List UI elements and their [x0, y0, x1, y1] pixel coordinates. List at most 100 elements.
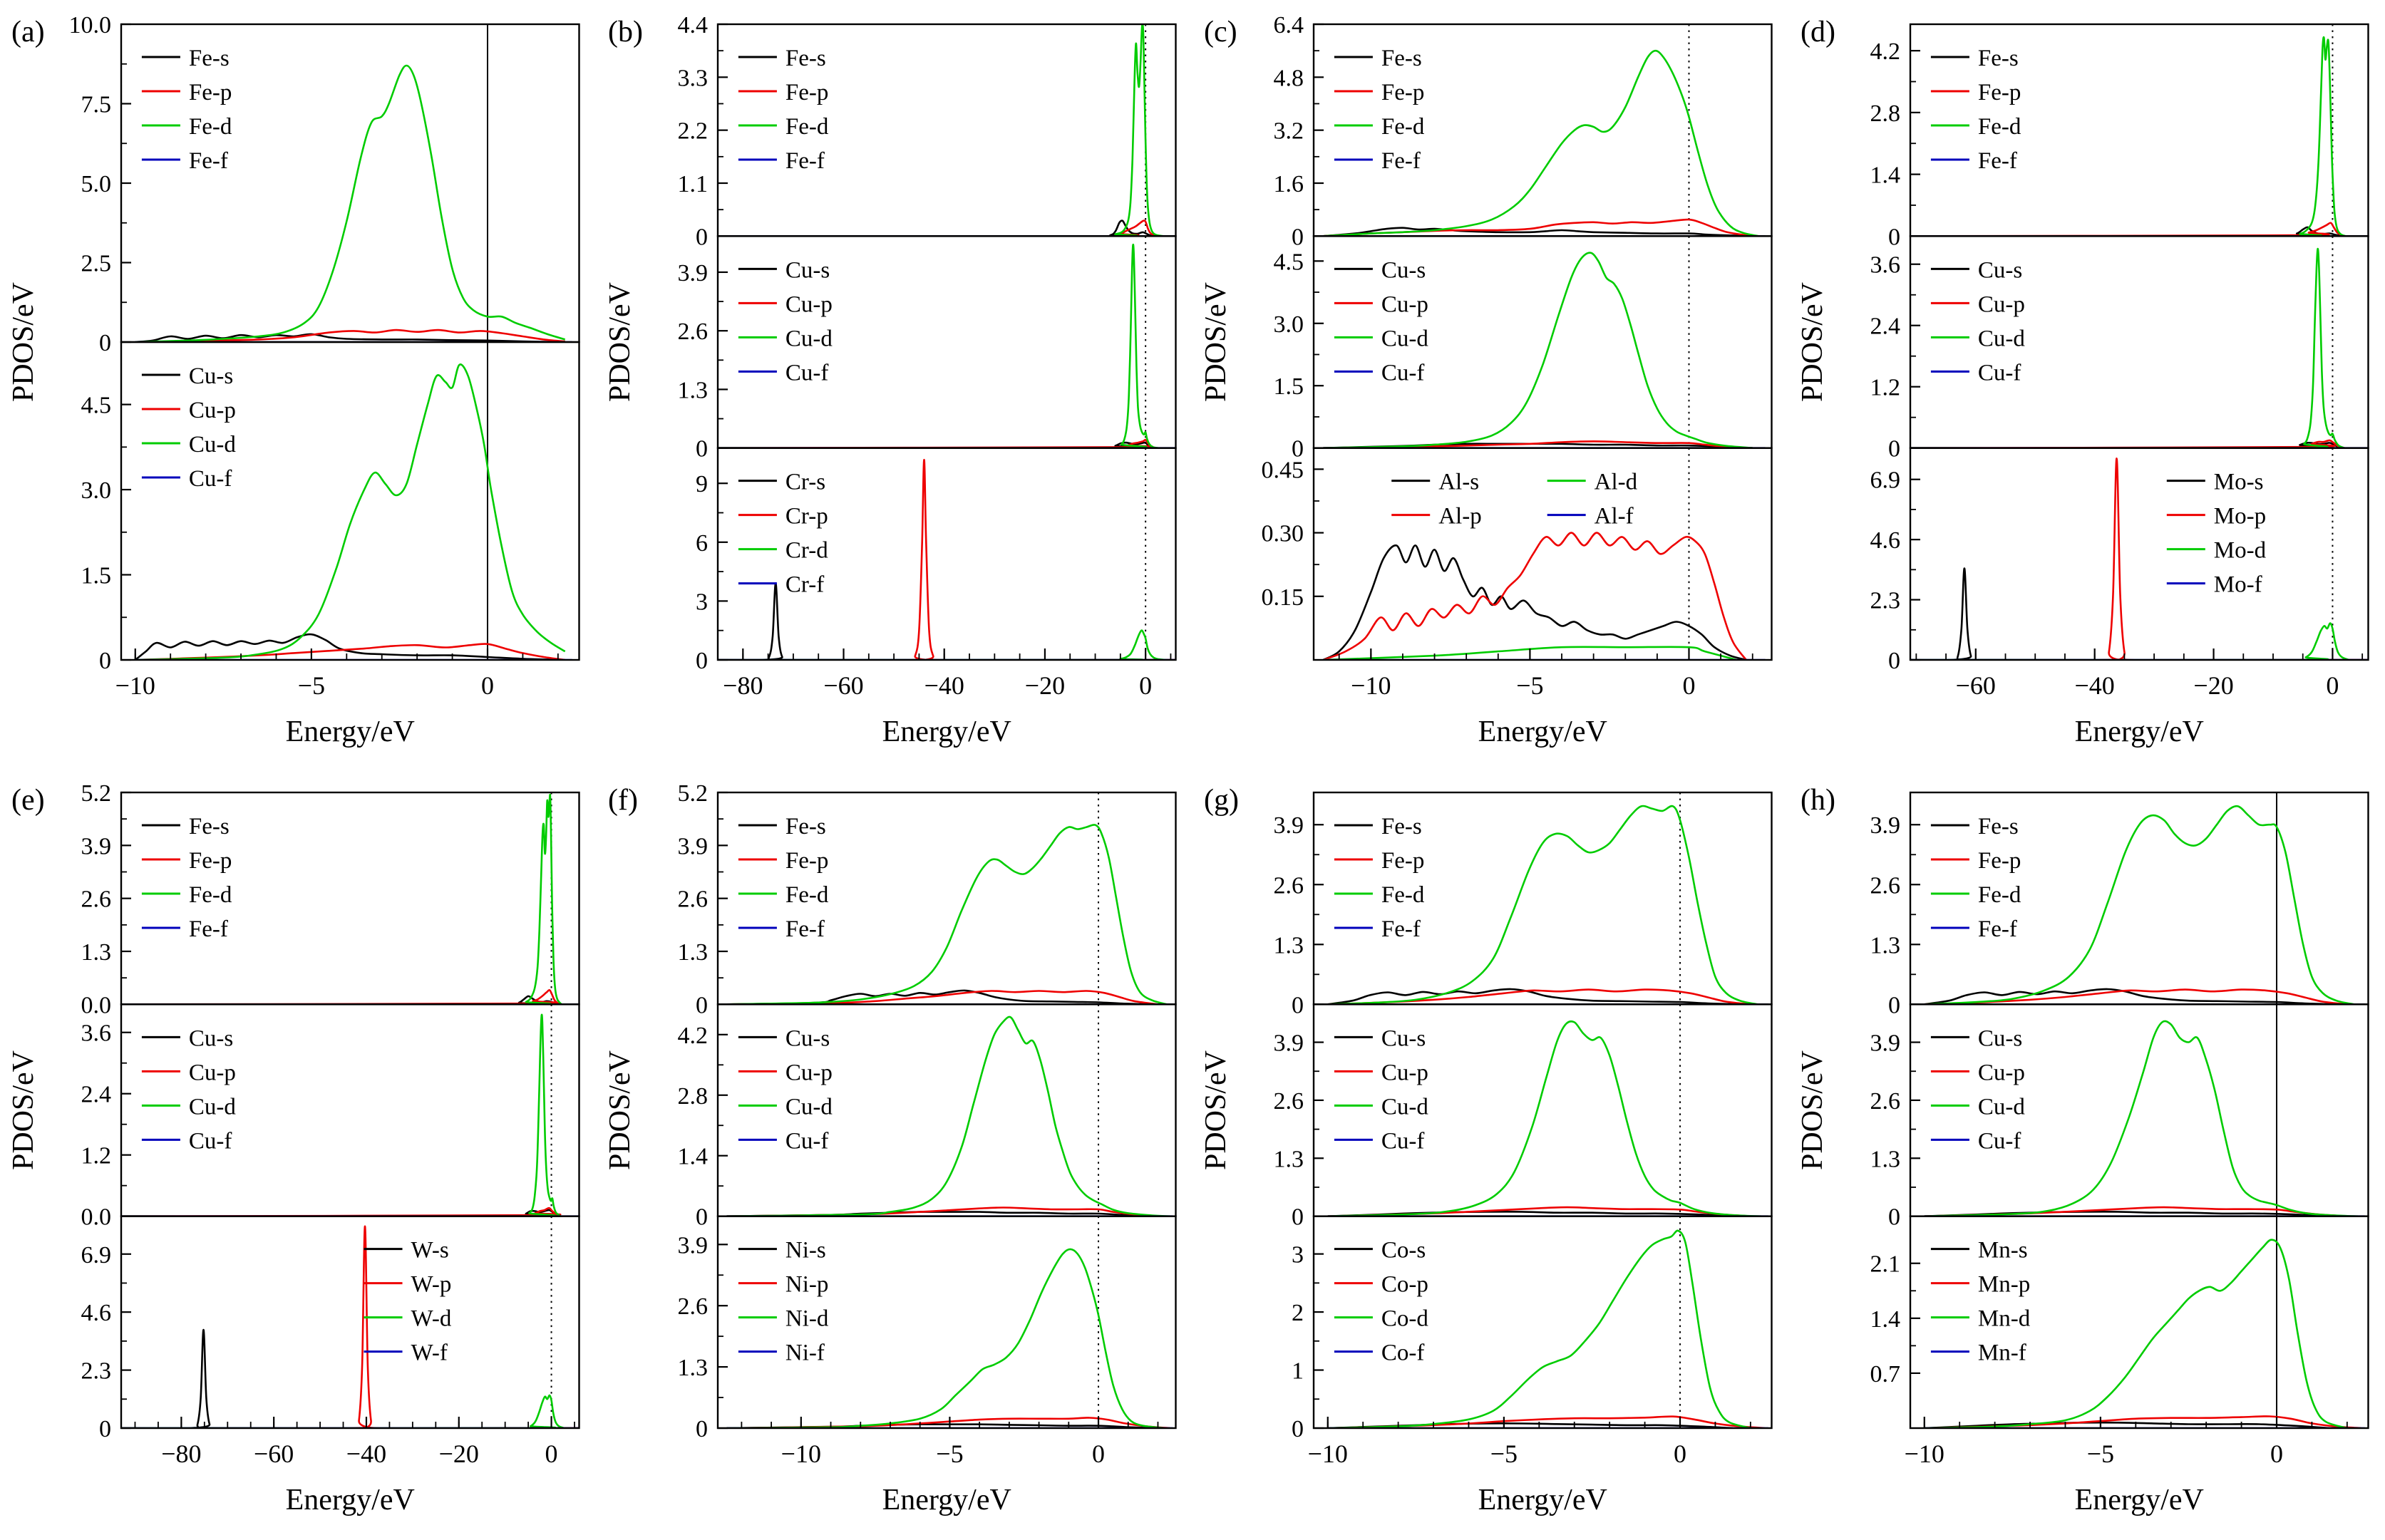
x-tick-label: 0: [2326, 671, 2339, 700]
legend-label: Fe-s: [189, 46, 230, 71]
legend-label: Fe-p: [1381, 80, 1425, 105]
y-tick-label: 2.8: [677, 1083, 708, 1110]
legend-label: Mo-d: [2213, 538, 2266, 564]
y-tick-label: 3: [696, 589, 708, 615]
series-Fe-p: [1910, 223, 2344, 237]
legend-label: Fe-s: [785, 814, 825, 839]
y-tick-label: 1.4: [677, 1144, 708, 1170]
y-tick-label: 6: [696, 530, 708, 557]
legend-label: W-f: [411, 1340, 448, 1366]
axes-frame: [1910, 448, 2369, 660]
series-W-p: [121, 1226, 579, 1429]
y-tick-label: 0: [1292, 992, 1304, 1018]
panel-letter: (e): [11, 784, 45, 817]
series-Al-s: [1323, 545, 1746, 660]
legend-label: Cu-p: [1381, 291, 1428, 317]
x-tick-label: −60: [254, 1440, 294, 1468]
y-tick-label: 5.0: [81, 171, 112, 197]
y-tick-label: 2: [1292, 1300, 1304, 1326]
x-tick-label: −10: [1308, 1440, 1348, 1468]
x-tick-label: −10: [781, 1440, 820, 1468]
y-tick-label: 2.3: [81, 1358, 112, 1385]
legend-label: Fe-s: [1381, 46, 1422, 71]
y-tick-label: 4.8: [1274, 65, 1304, 91]
legend-label: Fe-d: [785, 882, 828, 908]
y-tick-label: 1.3: [677, 1355, 708, 1381]
y-tick-label: 3.2: [1274, 118, 1304, 145]
legend-label: Ni-s: [785, 1238, 825, 1263]
y-tick-label: 0: [696, 1416, 708, 1442]
x-tick-label: −80: [161, 1440, 201, 1468]
y-tick-label: 3.6: [81, 1020, 112, 1047]
series-Cu-d: [121, 1015, 561, 1216]
y-tick-label: 1.3: [1870, 1146, 1900, 1172]
x-axis-title: Energy/eV: [2074, 715, 2203, 748]
series-Fe-d: [1323, 51, 1758, 236]
legend-label: Cu-p: [1977, 291, 2024, 317]
series-Cu-p: [121, 1208, 561, 1216]
series-Fe-d: [718, 24, 1163, 237]
x-tick-label: 0: [1682, 671, 1695, 700]
legend-label: Mo-f: [2213, 572, 2262, 598]
series-Mn-d: [1924, 1240, 2347, 1428]
series-Fe-p: [718, 221, 1155, 237]
legend-label: Fe-s: [189, 814, 230, 839]
legend-label: Cu-f: [1977, 1128, 2021, 1154]
y-tick-label: 2.6: [677, 1293, 708, 1320]
axes-frame: [1314, 448, 1772, 660]
y-tick-label: 0: [1888, 224, 1900, 250]
legend-label: Fe-p: [785, 80, 828, 105]
y-tick-label: 3.9: [677, 260, 708, 286]
y-tick-label: 2.1: [1870, 1251, 1900, 1278]
x-tick-label: 0: [1092, 1440, 1105, 1468]
x-tick-label: 0: [545, 1440, 558, 1468]
series-Fe-s: [718, 220, 1155, 236]
legend-label: Al-s: [1438, 470, 1479, 495]
y-axis-title: PDOS/eV: [7, 282, 40, 402]
series-Fe-d: [135, 66, 565, 342]
y-tick-label: 4.2: [1870, 38, 1900, 65]
y-tick-label: 0: [696, 436, 708, 462]
y-tick-label: 1.3: [1274, 1146, 1304, 1172]
y-tick-label: 3.9: [677, 833, 708, 859]
legend-label: Mn-p: [1977, 1272, 2029, 1298]
y-tick-label: 2.4: [81, 1082, 112, 1108]
legend-label: Cu-d: [1977, 1094, 2025, 1120]
legend-label: Al-f: [1595, 504, 1634, 529]
series-W-s: [121, 1330, 579, 1428]
series-Cu-p: [718, 440, 1153, 448]
legend-label: Cu-f: [1381, 360, 1425, 386]
legend-label: Cu-p: [785, 291, 832, 317]
y-tick-label: 0: [1888, 1204, 1900, 1231]
legend-label: Fe-s: [1977, 814, 2018, 839]
y-tick-label: 1.5: [81, 563, 112, 589]
legend-label: Ni-p: [785, 1272, 828, 1298]
x-tick-label: −5: [1490, 1440, 1518, 1468]
legend-label: Ni-f: [785, 1340, 824, 1366]
panel-svg: (f)PDOS/eV01.32.63.95.2Fe-sFe-pFe-dFe-f0…: [597, 768, 1193, 1536]
series-Cu-p: [1910, 440, 2344, 448]
legend-label: Ni-d: [785, 1306, 828, 1332]
legend-label: Fe-f: [1977, 148, 2016, 174]
legend-label: Cu-p: [785, 1060, 832, 1085]
legend-label: Fe-p: [785, 848, 828, 874]
legend-label: Cu-p: [1381, 1060, 1428, 1085]
x-tick-label: −10: [1904, 1440, 1944, 1468]
y-tick-label: 0.0: [81, 1204, 112, 1231]
y-tick-label: 0: [696, 648, 708, 674]
y-tick-label: 1.4: [1870, 162, 1900, 189]
y-axis-title: PDOS/eV: [1200, 1050, 1232, 1170]
series-Fe-d: [1910, 37, 2346, 236]
legend-label: Fe-d: [1977, 114, 2021, 140]
y-tick-label: 1.4: [1870, 1306, 1900, 1333]
panel-svg: (e)PDOS/eV0.01.32.63.95.2Fe-sFe-pFe-dFe-…: [0, 768, 597, 1536]
legend-label: Fe-f: [1977, 916, 2016, 942]
legend-label: Al-p: [1438, 504, 1482, 529]
y-tick-label: 3.9: [1274, 1030, 1304, 1057]
y-tick-label: 0: [696, 224, 708, 250]
